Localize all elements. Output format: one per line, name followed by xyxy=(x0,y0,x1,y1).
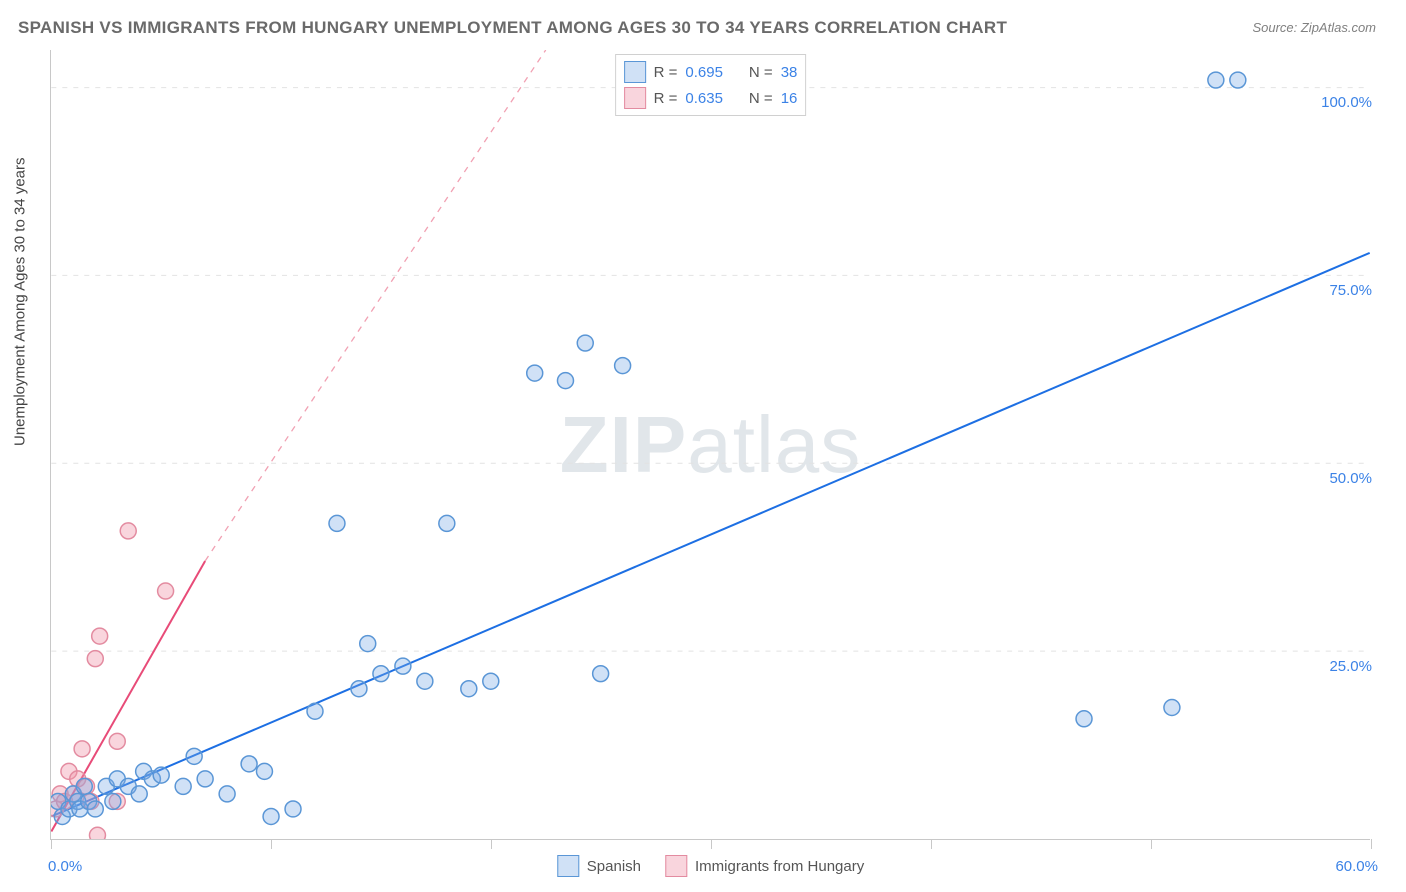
chart-container: SPANISH VS IMMIGRANTS FROM HUNGARY UNEMP… xyxy=(0,0,1406,892)
x-tick xyxy=(1371,839,1372,849)
r-label: R = xyxy=(654,64,678,81)
plot-area: ZIPatlas R = 0.695 N = 38 R = 0.635 N = … xyxy=(50,50,1370,840)
x-tick xyxy=(491,839,492,849)
x-label-max: 60.0% xyxy=(1335,858,1378,875)
r-label-2: R = xyxy=(654,90,678,107)
n-label-2: N = xyxy=(749,90,773,107)
r-value-hungary: 0.635 xyxy=(685,90,723,107)
legend-label-hungary: Immigrants from Hungary xyxy=(695,858,864,875)
source-label: Source: ZipAtlas.com xyxy=(1252,20,1376,35)
x-tick xyxy=(271,839,272,849)
legend-row-spanish: R = 0.695 N = 38 xyxy=(624,59,798,85)
plot-svg xyxy=(51,50,1370,839)
n-label: N = xyxy=(749,64,773,81)
x-tick xyxy=(711,839,712,849)
x-tick xyxy=(1151,839,1152,849)
y-axis-title: Unemployment Among Ages 30 to 34 years xyxy=(12,157,29,446)
legend-label-spanish: Spanish xyxy=(587,858,641,875)
x-label-min: 0.0% xyxy=(48,858,82,875)
n-value-spanish: 38 xyxy=(781,64,798,81)
x-tick xyxy=(931,839,932,849)
legend-swatch-spanish-2 xyxy=(557,855,579,877)
legend-item-hungary: Immigrants from Hungary xyxy=(665,855,864,877)
legend-row-hungary: R = 0.635 N = 16 xyxy=(624,85,798,111)
legend-item-spanish: Spanish xyxy=(557,855,641,877)
legend-swatch-hungary xyxy=(624,87,646,109)
legend-series: Spanish Immigrants from Hungary xyxy=(557,855,864,877)
chart-title: SPANISH VS IMMIGRANTS FROM HUNGARY UNEMP… xyxy=(18,18,1007,38)
r-value-spanish: 0.695 xyxy=(685,64,723,81)
x-tick xyxy=(51,839,52,849)
legend-correlation: R = 0.695 N = 38 R = 0.635 N = 16 xyxy=(615,54,807,116)
legend-swatch-hungary-2 xyxy=(665,855,687,877)
legend-swatch-spanish xyxy=(624,61,646,83)
n-value-hungary: 16 xyxy=(781,90,798,107)
